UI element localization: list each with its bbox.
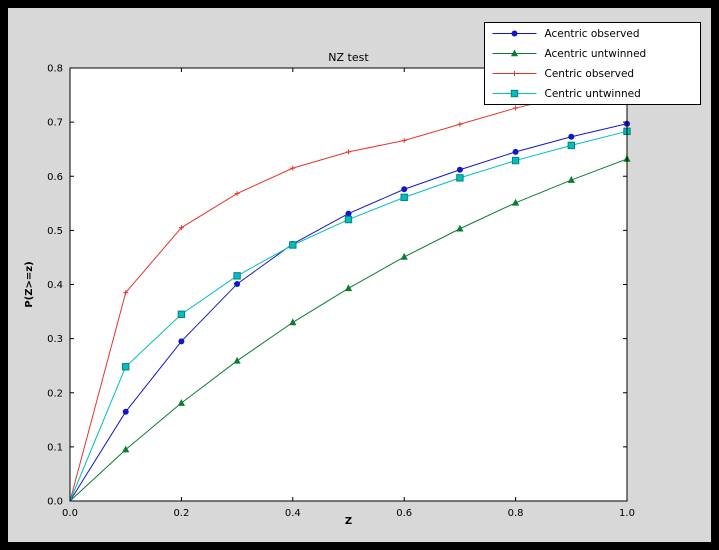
y-tick-label: 0.5 [47, 226, 63, 237]
axes-border [69, 67, 628, 502]
legend: Acentric observed Acentric untwinned Centr… [484, 22, 701, 105]
x-tick-label: 0.8 [508, 508, 524, 519]
legend-label: Centric untwinned [545, 88, 641, 100]
y-tick-label: 0.4 [47, 280, 63, 291]
legend-label: Acentric observed [545, 28, 640, 40]
y-axis-label: P(Z>=z) [24, 261, 35, 307]
x-tick-label: 0.2 [173, 508, 189, 519]
legend-label: Centric observed [545, 68, 635, 80]
x-tick-label: 0.4 [285, 508, 301, 519]
y-tick-label: 0.8 [47, 64, 63, 75]
y-tick-label: 0.3 [47, 334, 63, 345]
y-tick-label: 0.6 [47, 172, 63, 183]
x-axis-label: Z [345, 516, 352, 527]
legend-box [484, 22, 701, 105]
y-tick-label: 0.0 [47, 497, 63, 508]
y-tick-label: 0.1 [47, 442, 63, 453]
series-acentric-untwinned [69, 154, 631, 502]
x-tick-label: 1.0 [619, 508, 635, 519]
series-acentric-observed [69, 120, 630, 502]
legend-label: Acentric untwinned [545, 48, 647, 60]
x-tick-label: 0.0 [62, 508, 78, 519]
y-tick-label: 0.7 [47, 118, 63, 129]
chart-root: 0.0 0.2 0.4 0.6 0.8 1.0 0.0 0.1 0.2 0.3 0.4 0.5 0.6 0… [47, 22, 701, 519]
plot-title: NZ test [328, 51, 369, 64]
y-tick-label: 0.2 [47, 388, 63, 399]
x-tick-label: 0.6 [396, 508, 412, 519]
